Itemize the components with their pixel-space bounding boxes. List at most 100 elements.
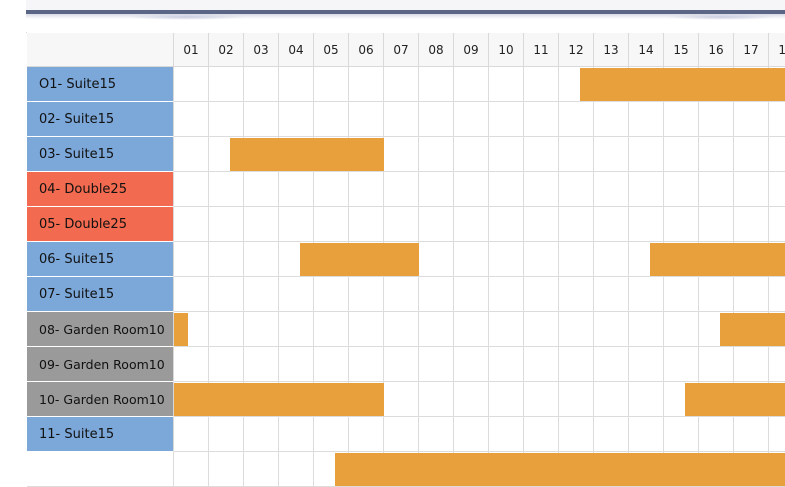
calendar-cell[interactable] <box>629 277 664 312</box>
calendar-cell[interactable] <box>559 172 594 207</box>
calendar-cell[interactable] <box>524 347 559 382</box>
calendar-cell[interactable] <box>174 207 209 242</box>
calendar-cell[interactable] <box>314 207 349 242</box>
calendar-cell[interactable] <box>349 312 384 347</box>
calendar-cell[interactable] <box>454 312 489 347</box>
room-label[interactable]: O1- Suite15 <box>27 67 174 102</box>
calendar-cell[interactable] <box>314 312 349 347</box>
calendar-cell[interactable] <box>314 102 349 137</box>
calendar-cell[interactable] <box>349 207 384 242</box>
calendar-cell[interactable] <box>629 417 664 452</box>
calendar-cell[interactable] <box>314 347 349 382</box>
calendar-cell[interactable] <box>454 137 489 172</box>
calendar-cell[interactable] <box>594 277 629 312</box>
calendar-cell[interactable] <box>559 347 594 382</box>
calendar-cell[interactable] <box>174 277 209 312</box>
calendar-cell[interactable] <box>699 347 734 382</box>
calendar-cell[interactable] <box>734 102 769 137</box>
calendar-cell[interactable] <box>279 277 314 312</box>
calendar-cell[interactable] <box>524 67 559 102</box>
calendar-cell[interactable] <box>769 207 785 242</box>
calendar-cell[interactable] <box>384 312 419 347</box>
calendar-cell[interactable] <box>244 172 279 207</box>
calendar-cell[interactable] <box>209 417 244 452</box>
calendar-cell[interactable] <box>244 207 279 242</box>
calendar-cell[interactable] <box>174 102 209 137</box>
calendar-cell[interactable] <box>454 382 489 417</box>
booking-bar[interactable] <box>685 383 785 416</box>
calendar-cell[interactable] <box>524 417 559 452</box>
calendar-cell[interactable] <box>349 347 384 382</box>
calendar-cell[interactable] <box>489 277 524 312</box>
calendar-cell[interactable] <box>559 102 594 137</box>
calendar-cell[interactable] <box>629 207 664 242</box>
calendar-cell[interactable] <box>419 242 454 277</box>
calendar-cell[interactable] <box>699 417 734 452</box>
calendar-cell[interactable] <box>314 417 349 452</box>
calendar-cell[interactable] <box>594 312 629 347</box>
calendar-cell[interactable] <box>209 347 244 382</box>
calendar-cell[interactable] <box>279 207 314 242</box>
calendar-cell[interactable] <box>419 277 454 312</box>
calendar-cell[interactable] <box>489 102 524 137</box>
calendar-cell[interactable] <box>384 207 419 242</box>
room-label[interactable]: 07- Suite15 <box>27 277 174 312</box>
booking-bar[interactable] <box>650 243 785 276</box>
calendar-cell[interactable] <box>524 312 559 347</box>
calendar-cell[interactable] <box>419 347 454 382</box>
calendar-cell[interactable] <box>454 347 489 382</box>
calendar-cell[interactable] <box>524 207 559 242</box>
calendar-cell[interactable] <box>384 417 419 452</box>
booking-bar[interactable] <box>174 313 188 346</box>
calendar-cell[interactable] <box>769 277 785 312</box>
calendar-cell[interactable] <box>209 207 244 242</box>
room-label[interactable]: 06- Suite15 <box>27 242 174 277</box>
calendar-cell[interactable] <box>174 137 209 172</box>
calendar-cell[interactable] <box>559 417 594 452</box>
calendar-cell[interactable] <box>454 207 489 242</box>
calendar-cell[interactable] <box>419 137 454 172</box>
room-label[interactable]: 05- Double25 <box>27 207 174 242</box>
calendar-cell[interactable] <box>699 207 734 242</box>
calendar-cell[interactable] <box>489 382 524 417</box>
calendar-cell[interactable] <box>419 312 454 347</box>
calendar-cell[interactable] <box>174 452 209 487</box>
calendar-cell[interactable] <box>559 277 594 312</box>
calendar-cell[interactable] <box>454 172 489 207</box>
calendar-cell[interactable] <box>699 172 734 207</box>
calendar-cell[interactable] <box>454 277 489 312</box>
calendar-cell[interactable] <box>279 172 314 207</box>
calendar-cell[interactable] <box>244 312 279 347</box>
calendar-cell[interactable] <box>349 277 384 312</box>
booking-bar[interactable] <box>230 138 384 171</box>
calendar-cell[interactable] <box>524 242 559 277</box>
calendar-cell[interactable] <box>594 417 629 452</box>
calendar-cell[interactable] <box>629 102 664 137</box>
calendar-cell[interactable] <box>489 347 524 382</box>
room-label[interactable]: 11- Suite15 <box>27 417 174 452</box>
calendar-cell[interactable] <box>524 102 559 137</box>
calendar-cell[interactable] <box>209 277 244 312</box>
calendar-cell[interactable] <box>174 67 209 102</box>
calendar-cell[interactable] <box>419 102 454 137</box>
calendar-cell[interactable] <box>419 172 454 207</box>
calendar-cell[interactable] <box>454 417 489 452</box>
calendar-cell[interactable] <box>664 312 699 347</box>
calendar-cell[interactable] <box>349 67 384 102</box>
calendar-cell[interactable] <box>384 67 419 102</box>
calendar-cell[interactable] <box>629 172 664 207</box>
calendar-cell[interactable] <box>769 102 785 137</box>
calendar-cell[interactable] <box>349 417 384 452</box>
calendar-cell[interactable] <box>244 277 279 312</box>
calendar-cell[interactable] <box>559 137 594 172</box>
calendar-cell[interactable] <box>524 137 559 172</box>
room-label[interactable]: 02- Suite15 <box>27 102 174 137</box>
calendar-cell[interactable] <box>279 417 314 452</box>
booking-bar[interactable] <box>174 383 384 416</box>
calendar-cell[interactable] <box>419 382 454 417</box>
calendar-cell[interactable] <box>489 312 524 347</box>
calendar-cell[interactable] <box>664 172 699 207</box>
calendar-cell[interactable] <box>174 242 209 277</box>
calendar-cell[interactable] <box>349 172 384 207</box>
calendar-cell[interactable] <box>769 137 785 172</box>
